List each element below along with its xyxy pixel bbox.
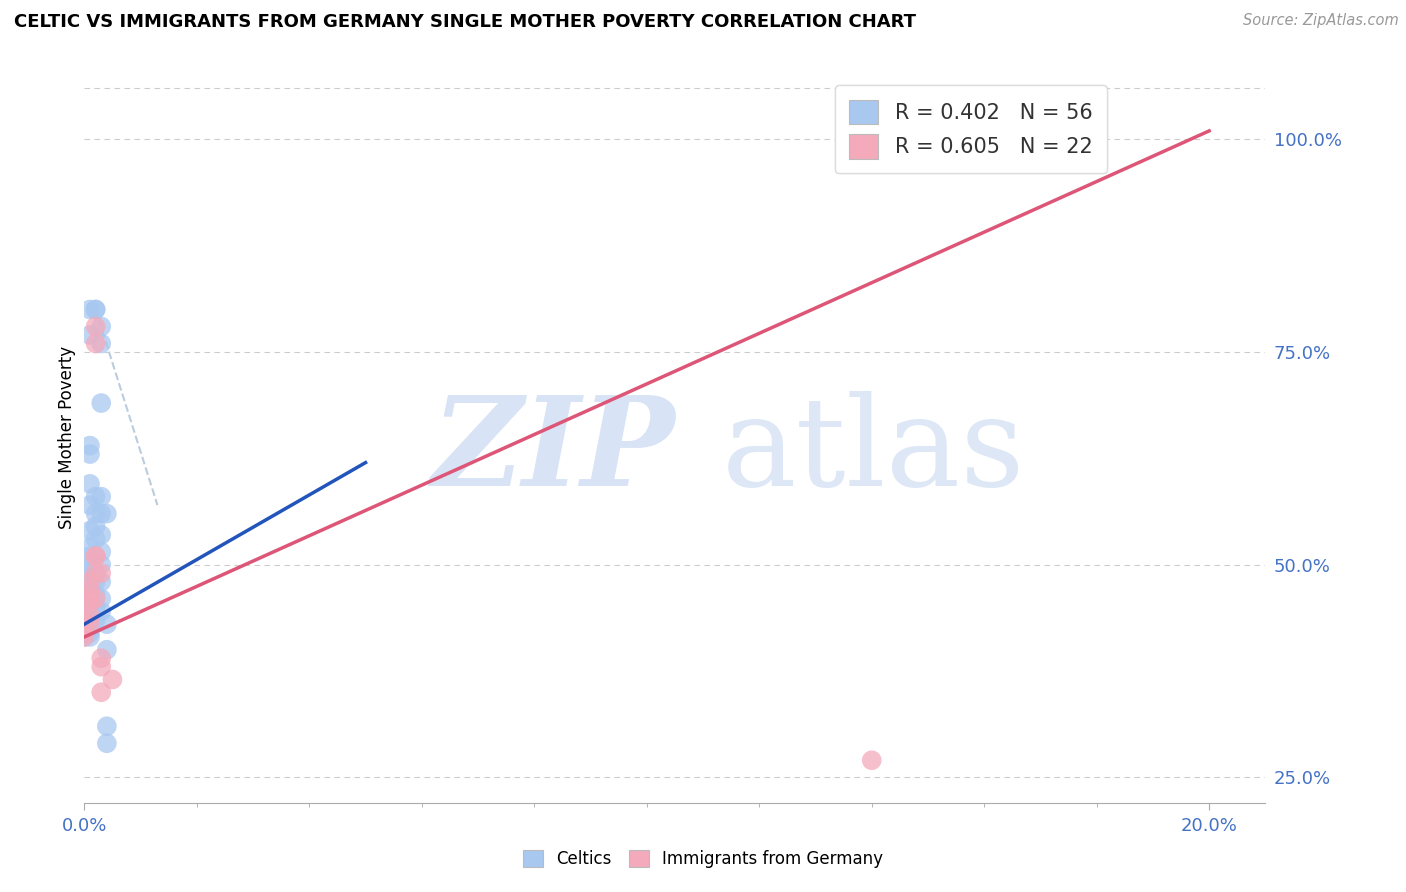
Point xyxy=(84,566,107,581)
Point xyxy=(73,625,96,640)
Point xyxy=(79,541,101,555)
Point xyxy=(79,558,101,572)
Point xyxy=(84,600,107,615)
Point xyxy=(79,617,101,632)
Point xyxy=(90,591,112,606)
Point xyxy=(73,604,96,618)
Point xyxy=(73,617,96,632)
Point xyxy=(90,507,112,521)
Point xyxy=(96,507,118,521)
Text: atlas: atlas xyxy=(723,392,1025,512)
Point xyxy=(79,302,101,317)
Point xyxy=(84,549,107,563)
Point xyxy=(79,328,101,343)
Point xyxy=(79,630,101,644)
Point xyxy=(90,490,112,504)
Point xyxy=(73,630,96,644)
Point xyxy=(90,604,112,618)
Legend: Celtics, Immigrants from Germany: Celtics, Immigrants from Germany xyxy=(516,843,890,875)
Point xyxy=(79,604,101,618)
Point xyxy=(73,625,96,640)
Point xyxy=(79,476,101,491)
Point xyxy=(79,587,101,601)
Point xyxy=(84,519,107,533)
Point xyxy=(79,574,101,589)
Point xyxy=(79,566,101,581)
Point xyxy=(79,622,101,636)
Point xyxy=(84,336,107,351)
Point xyxy=(90,685,112,699)
Point xyxy=(84,532,107,546)
Point xyxy=(84,549,107,563)
Point xyxy=(79,524,101,538)
Point xyxy=(84,302,107,317)
Point xyxy=(84,574,107,589)
Point xyxy=(73,630,96,644)
Point xyxy=(84,507,107,521)
Point xyxy=(860,753,883,767)
Point xyxy=(90,574,112,589)
Point xyxy=(79,498,101,512)
Point xyxy=(84,587,107,601)
Point xyxy=(73,613,96,627)
Y-axis label: Single Mother Poverty: Single Mother Poverty xyxy=(58,345,76,529)
Point xyxy=(90,566,112,581)
Point xyxy=(79,574,101,589)
Point xyxy=(73,613,96,627)
Point xyxy=(79,625,101,640)
Point xyxy=(73,608,96,623)
Text: ZIP: ZIP xyxy=(432,391,675,513)
Point xyxy=(96,642,118,657)
Point xyxy=(84,490,107,504)
Text: Source: ZipAtlas.com: Source: ZipAtlas.com xyxy=(1243,13,1399,29)
Point xyxy=(90,659,112,673)
Point xyxy=(79,583,101,598)
Point xyxy=(90,558,112,572)
Point xyxy=(90,528,112,542)
Point xyxy=(79,608,101,623)
Point xyxy=(96,617,118,632)
Point xyxy=(84,591,107,606)
Point xyxy=(96,736,118,750)
Point xyxy=(79,439,101,453)
Point xyxy=(90,396,112,410)
Text: CELTIC VS IMMIGRANTS FROM GERMANY SINGLE MOTHER POVERTY CORRELATION CHART: CELTIC VS IMMIGRANTS FROM GERMANY SINGLE… xyxy=(14,13,917,31)
Point xyxy=(73,600,96,615)
Legend: R = 0.402   N = 56, R = 0.605   N = 22: R = 0.402 N = 56, R = 0.605 N = 22 xyxy=(835,86,1108,173)
Point xyxy=(101,673,124,687)
Point xyxy=(79,617,101,632)
Point xyxy=(79,608,101,623)
Point xyxy=(84,319,107,334)
Point xyxy=(73,622,96,636)
Point xyxy=(84,302,107,317)
Point xyxy=(73,617,96,632)
Point xyxy=(84,566,107,581)
Point xyxy=(79,596,101,610)
Point xyxy=(79,583,101,598)
Point xyxy=(79,591,101,606)
Point xyxy=(90,651,112,665)
Point xyxy=(96,719,118,733)
Point xyxy=(90,319,112,334)
Point xyxy=(90,336,112,351)
Point xyxy=(84,613,107,627)
Point xyxy=(79,596,101,610)
Point xyxy=(90,545,112,559)
Point xyxy=(79,447,101,461)
Point xyxy=(79,591,101,606)
Point xyxy=(79,549,101,563)
Point xyxy=(84,549,107,563)
